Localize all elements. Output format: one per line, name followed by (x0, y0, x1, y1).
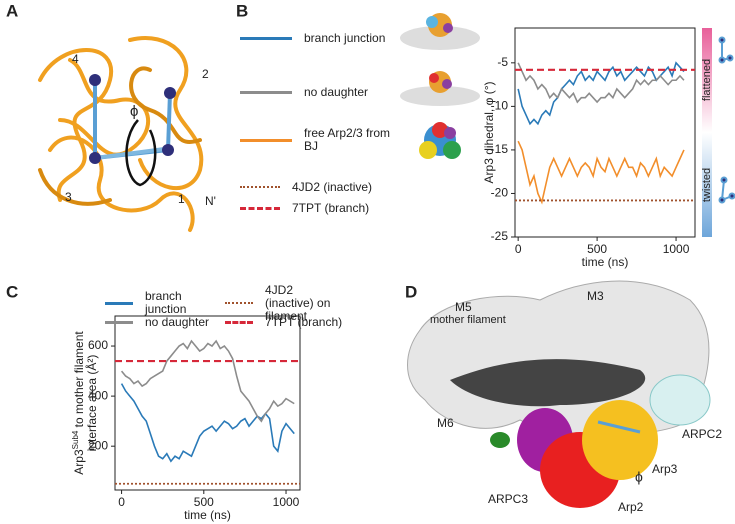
y-tick-label: -20 (491, 186, 509, 200)
legend-label: 4JD2 (inactive) on filament (265, 282, 331, 323)
y-tick-label: -5 (497, 55, 508, 69)
structure-label: Arp3 (652, 462, 678, 476)
x-tick-label: 0 (118, 495, 125, 509)
legend-swatch (225, 302, 253, 304)
structure-label: M3 (587, 289, 604, 303)
y-tick-label: -15 (491, 142, 509, 156)
legend-swatch (105, 320, 133, 324)
legend-entry: branch junction (240, 24, 385, 52)
structure-label: ARPC3 (488, 492, 528, 506)
legend-swatch (240, 186, 280, 188)
y-axis-label-part: Arp3 (72, 449, 86, 475)
data-line (120, 339, 295, 423)
colorbar-label: flattened (701, 59, 713, 101)
legend-swatch (240, 206, 280, 210)
legend-swatch (240, 138, 292, 142)
y-axis-label: Arp3 dihedral, φ (°) (482, 82, 496, 184)
legend-entry: no daughter (105, 308, 209, 336)
legend-icons (400, 13, 480, 159)
structure-label: Arp2 (618, 500, 644, 514)
panel-a-structure (38, 36, 204, 232)
data-line (517, 140, 685, 205)
plot-frame (514, 27, 696, 238)
x-tick-label: 1000 (663, 242, 690, 256)
legend-entry: 7TPT (branch) (225, 308, 342, 336)
plot-frame (114, 315, 301, 491)
y-axis-label: Arp3Sub4 to mother filament (71, 331, 87, 475)
legend-entry: 4JD2 (inactive) on filament (225, 283, 340, 322)
colorbar-icons (718, 36, 735, 204)
legend-entry: branch junction (105, 289, 205, 317)
colorbar-label: twisted (701, 168, 713, 202)
legend-label: 4JD2 (inactive) (292, 179, 373, 194)
legend-label: no daughter (145, 314, 210, 329)
structure-label: N' (205, 194, 216, 208)
x-tick-label: 500 (194, 495, 214, 509)
panel-label: D (405, 282, 417, 301)
panel-d-structure (407, 280, 711, 508)
legend-label: branch junction (145, 289, 187, 316)
legend-label: 7TPT (branch) (265, 314, 343, 329)
structure-label: 3 (65, 190, 72, 204)
y-tick-label: 600 (88, 338, 108, 352)
y-axis-label-part: Sub4 (71, 430, 80, 449)
legend-entry: free Arp2/3 from BJ (240, 126, 394, 154)
legend-entry: 4JD2 (inactive) (240, 173, 372, 201)
structure-label: 4 (72, 52, 79, 66)
panel-label: B (236, 1, 248, 20)
x-tick-label: 500 (587, 242, 607, 256)
y-tick-label: 200 (88, 438, 108, 452)
structure-label: 1 (178, 192, 185, 206)
y-tick-label: 400 (88, 388, 108, 402)
legend-swatch (240, 90, 292, 94)
legend-entry: 7TPT (branch) (240, 194, 369, 222)
x-axis-label: time (ns) (184, 508, 231, 522)
legend-label: branch junction (304, 30, 386, 45)
legend-entry: no daughter (240, 78, 368, 106)
x-tick-label: 1000 (273, 495, 300, 509)
panel-a-nodes (89, 74, 176, 164)
y-tick-label: -10 (491, 99, 509, 113)
legend-swatch (105, 301, 133, 305)
structure-label: ARPC2 (682, 427, 722, 441)
y-axis-label: interface area (Å²) (84, 355, 99, 452)
structure-label: ϕ (130, 103, 138, 120)
panel-label: C (6, 282, 18, 301)
data-line (517, 62, 685, 104)
legend-swatch (225, 320, 253, 324)
x-axis-label: time (ns) (582, 255, 629, 269)
data-line (517, 61, 685, 126)
structure-label: 2 (202, 67, 209, 81)
y-axis-label-part: to mother filament (72, 331, 86, 431)
y-tick-label: -25 (491, 229, 509, 243)
legend-label: 7TPT (branch) (292, 200, 370, 215)
phi-arc (125, 119, 157, 187)
structure-label: M5 (455, 300, 472, 314)
data-line (120, 383, 295, 463)
legend-label: free Arp2/3 from BJ (304, 126, 391, 153)
colorbar (702, 28, 712, 237)
legend-label: no daughter (304, 84, 369, 99)
legend-swatch (240, 36, 292, 40)
structure-label: M6 (437, 416, 454, 430)
structure-label: ϕ (635, 469, 643, 485)
panel-label: A (6, 1, 18, 20)
x-tick-label: 0 (515, 242, 522, 256)
structure-label: mother filament (430, 314, 506, 326)
